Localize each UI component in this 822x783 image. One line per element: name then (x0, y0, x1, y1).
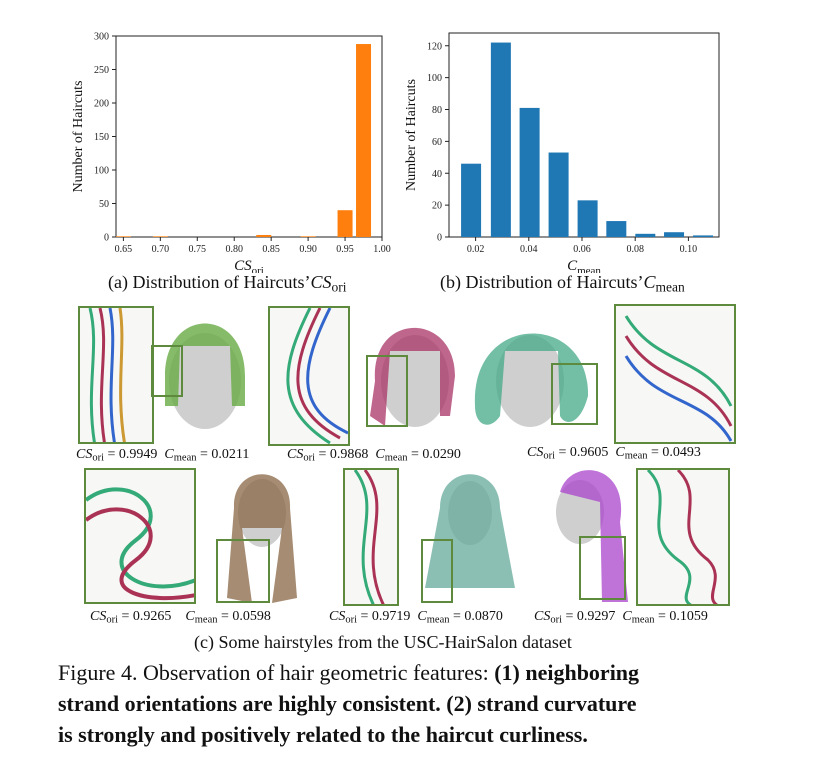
metric-3: CSori = 0.9605 Cmean = 0.0493 (527, 445, 701, 462)
hair-closeup-3 (614, 304, 736, 444)
metric-1: CSori = 0.9949 Cmean = 0.0211 (76, 447, 250, 464)
y-tick-label: 50 (99, 199, 109, 210)
hair-closeup-4 (84, 468, 196, 604)
head-illustration (474, 333, 598, 427)
x-tick-label: 0.95 (336, 244, 354, 255)
metric-5: CSori = 0.9719 Cmean = 0.0870 (329, 609, 503, 626)
x-tick-label: 0.70 (152, 244, 170, 255)
hair-model-1 (150, 306, 260, 446)
figure-caption-line-3: is strongly and positively related to th… (58, 722, 588, 747)
bar (577, 200, 598, 237)
metric-6: CSori = 0.9297 Cmean = 0.1059 (534, 609, 708, 626)
y-tick-label: 100 (427, 73, 442, 84)
figure-caption-line-1: Figure 4. Observation of hair geometric … (58, 660, 640, 685)
hair-model-4 (212, 468, 312, 608)
hair-closeup-5 (343, 468, 399, 606)
x-tick-label: 0.85 (262, 244, 280, 255)
plot-frame (115, 35, 383, 238)
hair-strands-illustration (624, 315, 733, 442)
bar (519, 107, 540, 237)
bar (300, 236, 316, 237)
hair-closeup-2 (268, 306, 350, 446)
bar (356, 44, 372, 237)
hair-strands-illustration (646, 470, 718, 604)
x-tick-label: 0.06 (573, 244, 591, 255)
y-tick-label: 200 (94, 99, 109, 110)
y-axis-label: Number of Haircuts (404, 79, 419, 191)
head-illustration (151, 323, 245, 429)
head-illustration (216, 474, 297, 603)
subcaption-b: (b) Distribution of Haircuts’Cmean (440, 272, 685, 295)
figure-caption-line-2: strand orientations are highly consisten… (58, 691, 637, 716)
bar (461, 163, 482, 237)
hair-model-3 (470, 306, 605, 446)
y-tick-label: 80 (432, 105, 442, 116)
y-tick-label: 40 (432, 169, 442, 180)
x-tick-label: 0.04 (520, 244, 538, 255)
bar (337, 210, 353, 237)
hair-closeup-1 (78, 306, 154, 444)
hair-closeup-6 (636, 468, 730, 606)
subcaption-a: (a) Distribution of Haircuts’CSori (108, 272, 347, 295)
head-illustration (421, 474, 515, 603)
x-axis-label: Cmean (567, 258, 601, 273)
hair-strands-illustration (88, 308, 126, 442)
y-tick-label: 0 (104, 233, 109, 244)
y-tick-label: 0 (437, 233, 442, 244)
bar (115, 236, 131, 237)
x-axis-label: CSori (234, 258, 264, 273)
y-tick-label: 300 (94, 32, 109, 43)
bar (490, 42, 511, 237)
bar (548, 152, 569, 237)
x-tick-label: 0.10 (680, 244, 698, 255)
subcaption-c: (c) Some hairstyles from the USC-HairSal… (194, 632, 572, 652)
x-tick-label: 0.08 (626, 244, 644, 255)
y-tick-label: 150 (94, 132, 109, 143)
hair-model-5 (420, 468, 520, 608)
x-tick-label: 0.90 (299, 244, 317, 255)
x-tick-label: 0.80 (225, 244, 243, 255)
bar (606, 221, 627, 237)
metric-2: CSori = 0.9868 Cmean = 0.0290 (287, 447, 461, 464)
hair-strands-illustration (86, 487, 194, 601)
x-tick-label: 1.00 (373, 244, 391, 255)
metric-4: CSori = 0.9265 Cmean = 0.0598 (90, 609, 271, 626)
bar (152, 236, 168, 237)
hair-model-2 (355, 306, 465, 446)
x-tick-label: 0.75 (189, 244, 207, 255)
bar (693, 235, 714, 237)
chart-b-svg: 0 20 40 60 80 100 120 0.02 0.04 0.06 0.08 0.10 Numbe… (404, 32, 720, 273)
y-tick-label: 120 (427, 41, 442, 52)
y-tick-label: 60 (432, 137, 442, 148)
x-tick-label: 0.02 (467, 244, 485, 255)
chart-a-svg: 0 50 100 150 200 250 300 0.65 0.70 0.75 0.80 0.85 0.… (71, 32, 391, 274)
y-tick-label: 20 (432, 201, 442, 212)
hair-strands-illustration (286, 308, 348, 444)
head-illustration (366, 327, 455, 427)
head-illustration (556, 470, 628, 602)
bar (635, 233, 656, 237)
bar (664, 232, 685, 237)
hair-model-6 (540, 462, 640, 602)
y-tick-label: 100 (94, 166, 109, 177)
x-tick-label: 0.65 (115, 244, 132, 255)
y-axis-label: Number of Haircuts (71, 81, 86, 193)
y-tick-label: 250 (94, 65, 109, 76)
bar (256, 234, 272, 237)
hair-strands-illustration (353, 470, 385, 604)
